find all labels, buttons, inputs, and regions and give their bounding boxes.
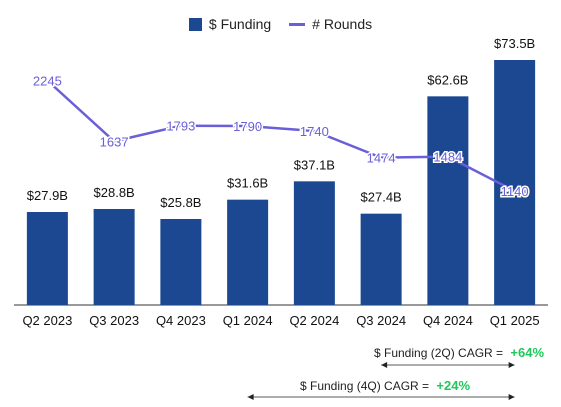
x-tick-label: Q2 2024 — [289, 313, 339, 328]
legend-swatch-funding — [188, 17, 202, 31]
bar-value-label: $28.8B — [94, 185, 135, 200]
bar-funding — [494, 60, 536, 305]
line-point-label: 2245 — [33, 74, 62, 89]
line-point-label: 1140 — [501, 184, 529, 199]
bar-funding — [293, 181, 335, 305]
cagr-4q-label: $ Funding (4Q) CAGR = — [300, 379, 430, 393]
chart-legend: $ Funding # Rounds — [0, 16, 561, 32]
bar-value-label: $31.6B — [227, 176, 268, 191]
legend-swatch-rounds — [289, 22, 306, 26]
bar-value-label: $37.1B — [294, 157, 335, 172]
bar-funding — [227, 199, 269, 305]
bar-value-label: $25.8B — [160, 195, 201, 210]
legend-label-rounds: # Rounds — [312, 16, 373, 32]
x-tick-label: Q4 2024 — [423, 313, 473, 328]
bar-value-label: $27.4B — [361, 190, 402, 205]
line-point-label: 1637 — [100, 134, 129, 149]
line-point-label: 1740 — [300, 124, 329, 139]
line-point-label: 1790 — [233, 119, 262, 134]
cagr-4q-annotation: $ Funding (4Q) CAGR = +24% — [300, 378, 470, 393]
bar-funding — [360, 213, 402, 305]
bar-funding — [160, 219, 202, 305]
legend-label-funding: $ Funding — [208, 16, 272, 32]
line-point-label: 1474 — [367, 151, 396, 166]
x-tick-label: Q4 2023 — [156, 313, 206, 328]
cagr-2q-span-arrow-head-right — [508, 362, 515, 368]
bar-funding — [427, 96, 469, 305]
legend-item-funding: $ Funding — [188, 16, 272, 32]
cagr-2q-annotation: $ Funding (2Q) CAGR = +64% — [374, 345, 544, 360]
bar-value-label: $73.5B — [494, 36, 535, 51]
x-tick-label: Q1 2024 — [223, 313, 273, 328]
bar-funding — [26, 212, 68, 305]
x-tick-label: Q3 2024 — [356, 313, 406, 328]
cagr-2q-value: +64% — [510, 345, 545, 360]
bar-value-label: $27.9B — [27, 188, 68, 203]
cagr-4q-span-arrow-head-right — [508, 394, 515, 400]
x-tick-label: Q1 2025 — [490, 313, 540, 328]
x-tick-label: Q2 2023 — [22, 313, 72, 328]
cagr-2q-span-arrow-head-left — [381, 362, 388, 368]
line-point-label: 1793 — [166, 119, 195, 134]
cagr-4q-value: +24% — [436, 378, 471, 393]
legend-item-rounds: # Rounds — [289, 16, 372, 32]
series-line-rounds — [46, 79, 516, 193]
line-point-label: 1484 — [433, 150, 462, 165]
cagr-4q-span-arrow-head-left — [247, 394, 254, 400]
cagr-2q-label: $ Funding (2Q) CAGR = — [374, 346, 504, 360]
x-tick-label: Q3 2023 — [89, 313, 139, 328]
bar-funding — [93, 209, 135, 305]
bar-value-label: $62.6B — [427, 72, 468, 87]
